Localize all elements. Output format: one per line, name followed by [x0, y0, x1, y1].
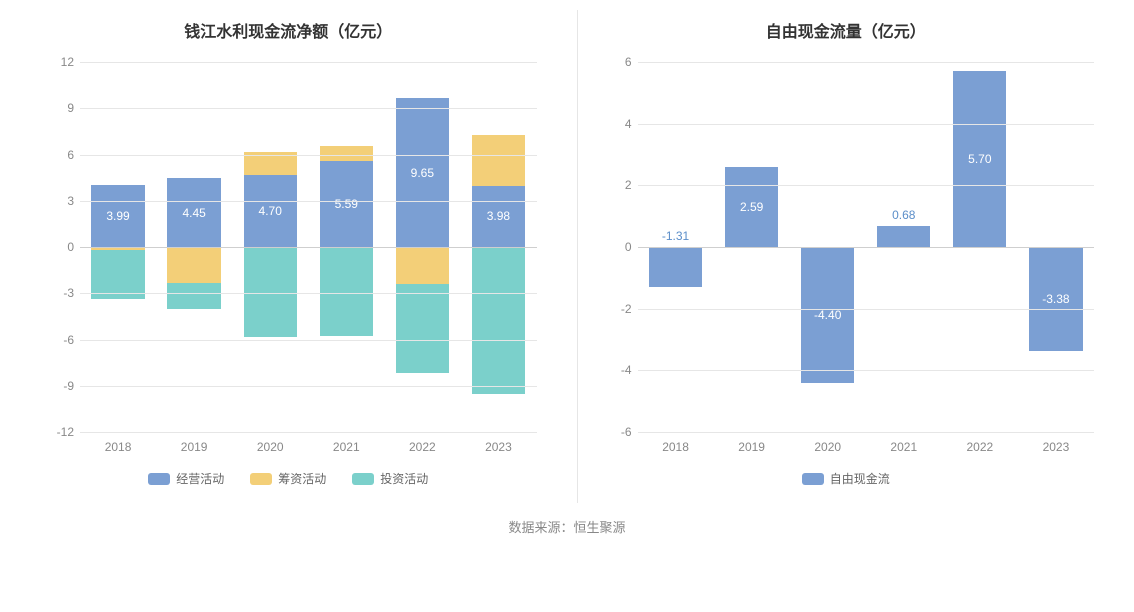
data-source-label: 数据来源：恒生聚源 — [20, 503, 1114, 536]
left-plot-area: 3.994.454.705.599.653.98 -12-9-6-3036912 — [80, 62, 537, 432]
xtick-label: 2018 — [80, 436, 156, 462]
bar-segment-operating — [91, 185, 144, 247]
bar-segment-investing — [167, 283, 220, 309]
xtick-label: 2019 — [156, 436, 232, 462]
right-legend: 自由现金流 — [588, 462, 1105, 493]
xtick-label: 2023 — [1018, 436, 1094, 462]
xtick-label: 2022 — [384, 436, 460, 462]
legend-label: 自由现金流 — [830, 470, 890, 487]
ytick-label: 0 — [30, 240, 74, 254]
xtick-label: 2020 — [232, 436, 308, 462]
bar-segment-financing — [320, 146, 373, 161]
bar-segment-fcf — [1029, 247, 1082, 351]
bar-segment-investing — [244, 247, 297, 337]
figure: 钱江水利现金流净额（亿元） 3.994.454.705.599.653.98 -… — [0, 0, 1134, 612]
bar-segment-financing — [396, 247, 449, 284]
gridline — [638, 370, 1095, 371]
bar-segment-fcf — [953, 71, 1006, 247]
ytick-label: -2 — [588, 302, 632, 316]
legend-item: 筹资活动 — [250, 470, 326, 487]
xtick-label: 2020 — [790, 436, 866, 462]
gridline — [638, 247, 1095, 248]
xtick-label: 2023 — [460, 436, 536, 462]
gridline — [638, 124, 1095, 125]
bar-segment-financing — [472, 135, 525, 185]
legend-item: 经营活动 — [148, 470, 224, 487]
legend-swatch — [352, 473, 374, 485]
bar-value-label: 0.68 — [866, 208, 942, 222]
charts-row: 钱江水利现金流净额（亿元） 3.994.454.705.599.653.98 -… — [20, 10, 1114, 503]
ytick-label: -4 — [588, 363, 632, 377]
bar-segment-fcf — [801, 247, 854, 383]
legend-item: 自由现金流 — [802, 470, 890, 487]
right-chart-title: 自由现金流量（亿元） — [588, 10, 1105, 52]
ytick-label: 4 — [588, 117, 632, 131]
left-legend: 经营活动 筹资活动 投资活动 — [30, 462, 547, 493]
legend-swatch — [250, 473, 272, 485]
gridline — [80, 432, 537, 433]
ytick-label: 6 — [30, 148, 74, 162]
gridline — [80, 108, 537, 109]
right-xaxis: 201820192020202120222023 — [638, 436, 1095, 462]
right-plot-area: -1.312.59-4.400.685.70-3.38 -6-4-20246 — [638, 62, 1095, 432]
gridline — [80, 386, 537, 387]
xtick-label: 2022 — [942, 436, 1018, 462]
bar-value-label: -1.31 — [638, 229, 714, 243]
legend-label: 投资活动 — [380, 470, 428, 487]
right-chart-plot: -1.312.59-4.400.685.70-3.38 -6-4-20246 2… — [588, 52, 1105, 462]
left-chart-plot: 3.994.454.705.599.653.98 -12-9-6-3036912… — [30, 52, 547, 462]
gridline — [80, 340, 537, 341]
bar-segment-fcf — [877, 226, 930, 247]
ytick-label: 3 — [30, 194, 74, 208]
xtick-label: 2018 — [638, 436, 714, 462]
bar-segment-fcf — [649, 247, 702, 287]
ytick-label: 6 — [588, 55, 632, 69]
ytick-label: 0 — [588, 240, 632, 254]
xtick-label: 2019 — [714, 436, 790, 462]
gridline — [638, 185, 1095, 186]
gridline — [638, 309, 1095, 310]
gridline — [80, 247, 537, 248]
gridline — [80, 201, 537, 202]
bar-segment-operating — [244, 175, 297, 247]
gridline — [638, 62, 1095, 63]
ytick-label: -6 — [588, 425, 632, 439]
xtick-label: 2021 — [866, 436, 942, 462]
gridline — [638, 432, 1095, 433]
xtick-label: 2021 — [308, 436, 384, 462]
ytick-label: 2 — [588, 178, 632, 192]
legend-label: 经营活动 — [176, 470, 224, 487]
bar-segment-investing — [91, 250, 144, 299]
bar-segment-operating — [167, 178, 220, 247]
bar-segment-operating — [320, 161, 373, 247]
gridline — [80, 293, 537, 294]
left-xaxis: 201820192020202120222023 — [80, 436, 537, 462]
left-chart-panel: 钱江水利现金流净额（亿元） 3.994.454.705.599.653.98 -… — [20, 10, 557, 503]
ytick-label: 9 — [30, 101, 74, 115]
ytick-label: -12 — [30, 425, 74, 439]
legend-label: 筹资活动 — [278, 470, 326, 487]
right-chart-panel: 自由现金流量（亿元） -1.312.59-4.400.685.70-3.38 -… — [577, 10, 1115, 503]
legend-swatch — [148, 473, 170, 485]
ytick-label: -9 — [30, 379, 74, 393]
gridline — [80, 62, 537, 63]
bar-segment-operating — [472, 186, 525, 247]
ytick-label: -3 — [30, 286, 74, 300]
gridline — [80, 155, 537, 156]
legend-item: 投资活动 — [352, 470, 428, 487]
left-chart-title: 钱江水利现金流净额（亿元） — [30, 10, 547, 52]
legend-swatch — [802, 473, 824, 485]
ytick-label: 12 — [30, 55, 74, 69]
bar-segment-investing — [320, 247, 373, 336]
bar-segment-operating — [396, 98, 449, 247]
bar-segment-financing — [167, 247, 220, 283]
bar-segment-financing — [244, 152, 297, 174]
ytick-label: -6 — [30, 333, 74, 347]
bar-segment-fcf — [725, 167, 778, 247]
bar-segment-investing — [472, 247, 525, 394]
bar-segment-investing — [396, 284, 449, 372]
